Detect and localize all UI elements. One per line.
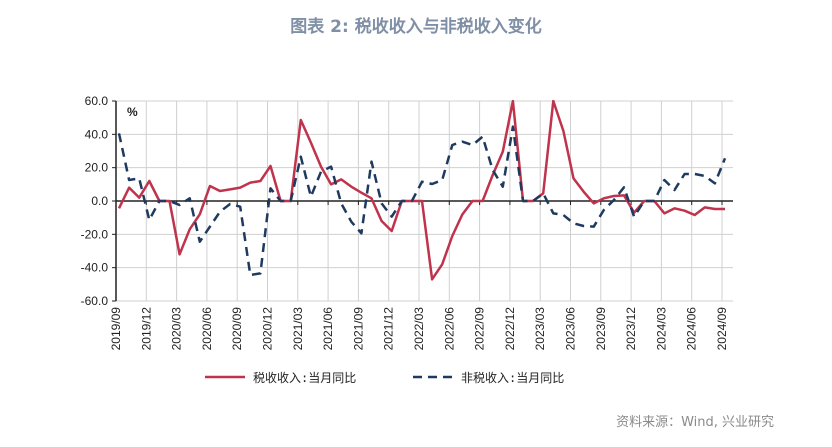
x-tick-label: 2021/09 [351, 307, 365, 351]
x-tick-label: 2023/12 [624, 307, 638, 351]
x-tick-label: 2021/03 [291, 307, 305, 351]
y-tick-label: 40.0 [85, 127, 109, 141]
x-tick-label: 2022/06 [442, 307, 456, 351]
x-tick-label: 2022/03 [412, 307, 426, 351]
unit-label: % [127, 105, 138, 119]
x-tick-label: 2021/06 [321, 307, 335, 351]
x-tick-label: 2020/03 [170, 307, 184, 351]
x-tick-label: 2019/09 [109, 307, 123, 351]
series-group [117, 100, 727, 281]
source-note: 资料来源：Wind, 兴业研究 [616, 415, 774, 430]
x-tick-label: 2024/09 [715, 307, 729, 351]
x-tick-label: 2023/03 [533, 307, 547, 351]
non-tax-revenue-line [117, 125, 727, 277]
y-tick-label: -20.0 [81, 227, 109, 241]
x-tick-label: 2021/12 [382, 307, 396, 351]
x-tick-label: 2022/12 [503, 307, 517, 351]
y-tick-label: -40.0 [81, 261, 109, 275]
x-tick-label: 2020/09 [230, 307, 244, 351]
x-tick-label: 2023/09 [594, 307, 608, 351]
x-tick-label: 2020/12 [261, 307, 275, 351]
x-tick-label: 2024/06 [685, 307, 699, 351]
y-tick-label: -60.0 [81, 294, 109, 308]
x-tick-label: 2024/03 [654, 307, 668, 351]
x-tick-label: 2022/09 [473, 307, 487, 351]
y-tick-label: 0.0 [91, 194, 108, 208]
x-tick-label: 2019/12 [139, 307, 153, 351]
legend-label: 非税收入:当月同比 [461, 371, 564, 385]
tax-revenue-line [117, 100, 725, 281]
chart-title: 图表 2: 税收收入与非税收入变化 [290, 17, 542, 37]
legend-label: 税收收入:当月同比 [253, 371, 356, 385]
y-tick-label: 60.0 [85, 94, 109, 108]
y-tick-label: 20.0 [85, 161, 109, 175]
x-tick-label: 2020/06 [200, 307, 214, 351]
x-tick-label: 2023/06 [564, 307, 578, 351]
